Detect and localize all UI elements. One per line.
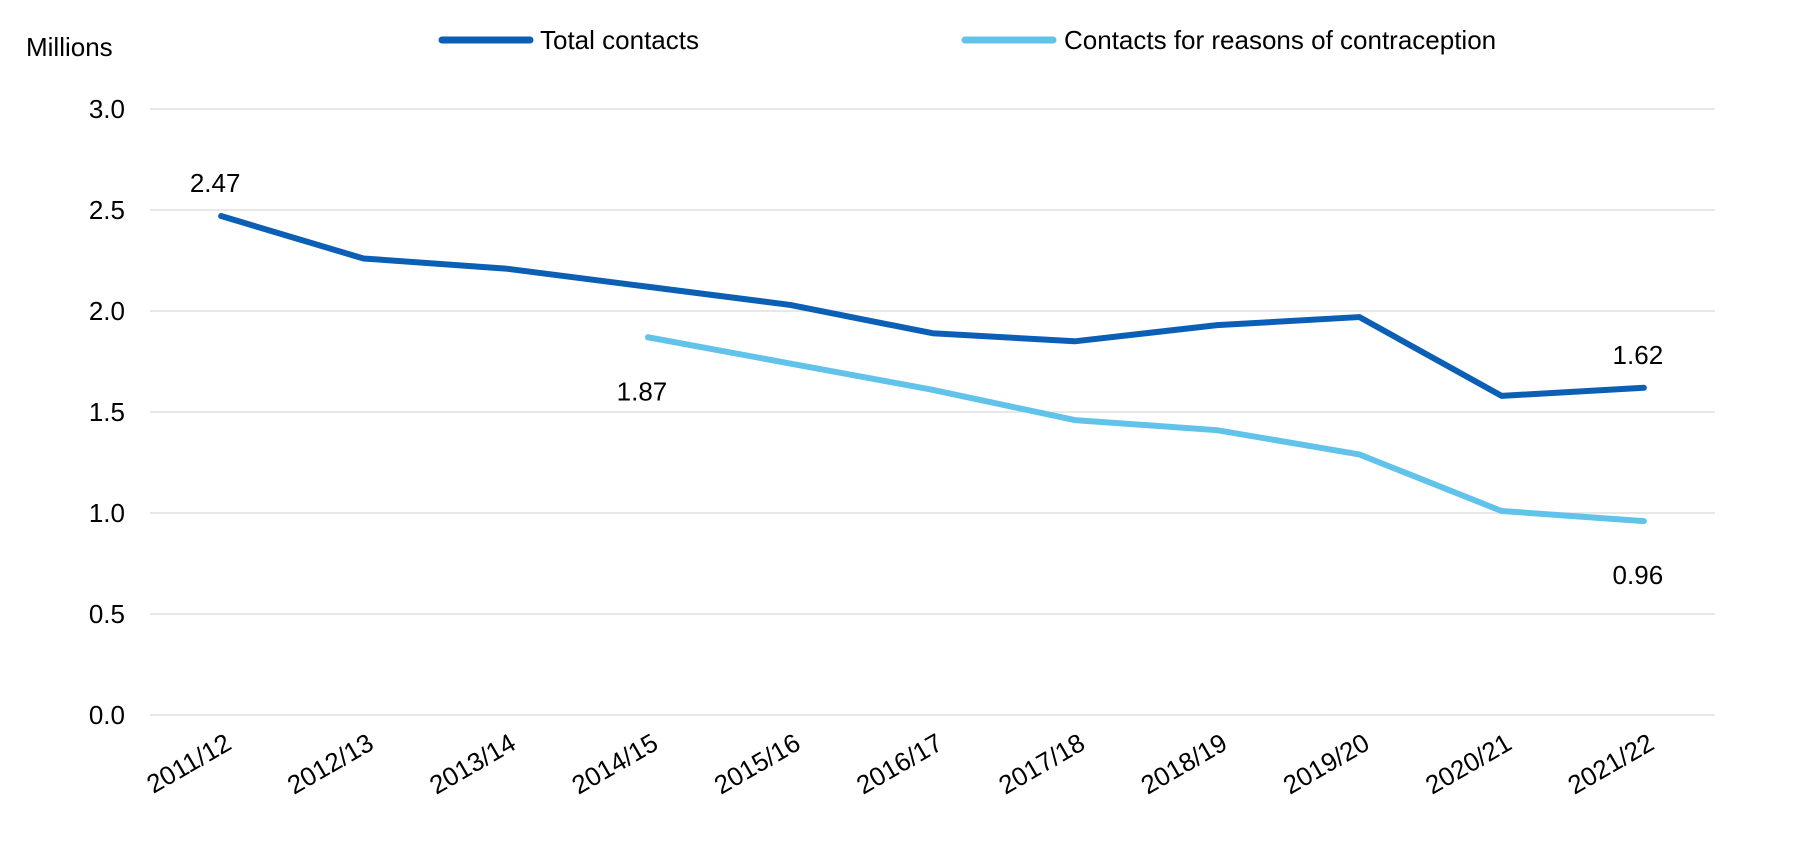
- series-lines: [218, 213, 1647, 525]
- data-label: 2.47: [190, 168, 241, 198]
- data-label: 1.62: [1613, 340, 1664, 370]
- x-tick-label: 2011/12: [141, 727, 236, 799]
- x-tick-label: 2014/15: [567, 727, 663, 800]
- x-tick-label: 2013/14: [424, 727, 520, 800]
- y-tick-label: 2.5: [89, 195, 125, 225]
- x-tick-label: 2021/22: [1562, 727, 1658, 800]
- data-label: 0.96: [1613, 560, 1664, 590]
- y-tick-label: 1.5: [89, 397, 125, 427]
- x-tick-label: 2016/17: [851, 727, 947, 800]
- x-tick-label: 2017/18: [993, 727, 1089, 800]
- y-tick-label: 3.0: [89, 94, 125, 124]
- y-tick-label: 1.0: [89, 498, 125, 528]
- x-tick-label: 2020/21: [1420, 727, 1516, 800]
- x-tick-label: 2019/20: [1278, 727, 1374, 800]
- y-axis-unit-label: Millions: [26, 32, 113, 62]
- gridlines: [150, 108, 1715, 716]
- legend-label: Contacts for reasons of contraception: [1064, 25, 1496, 55]
- y-tick-label: 0.0: [89, 700, 125, 730]
- series-line-1: [644, 334, 1647, 525]
- series-line-0: [218, 213, 1647, 399]
- x-tick-label: 2018/19: [1136, 727, 1232, 800]
- data-labels: 2.47 1.62 1.87 0.96: [190, 168, 1663, 590]
- x-tick-label: 2012/13: [282, 727, 378, 800]
- legend-label: Total contacts: [540, 25, 699, 55]
- y-tick-label: 2.0: [89, 296, 125, 326]
- y-tick-label: 0.5: [89, 599, 125, 629]
- data-label: 1.87: [617, 376, 668, 406]
- x-axis-ticks: 2011/12 2012/13 2013/14 2014/15 2015/16 2016/…: [141, 727, 1658, 800]
- legend: Total contacts Contacts for reasons of co…: [438, 25, 1496, 55]
- x-tick-label: 2015/16: [709, 727, 805, 800]
- y-axis-ticks: 0.0 0.5 1.0 1.5 2.0 2.5 3.0: [89, 94, 125, 730]
